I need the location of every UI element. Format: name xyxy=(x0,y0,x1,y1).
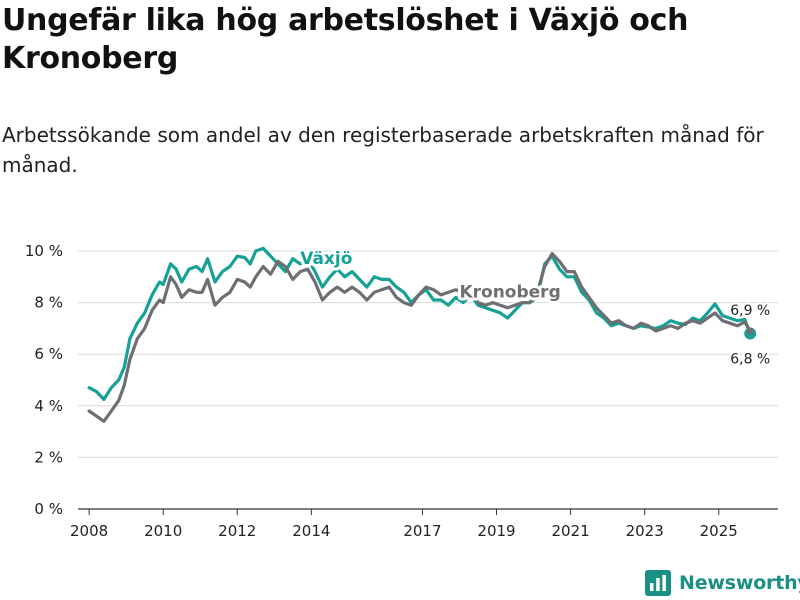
end-value-label-vaxjo: 6,8 % xyxy=(730,352,770,368)
x-tick-label: 2012 xyxy=(218,522,256,540)
y-tick-label: 10 % xyxy=(25,242,63,260)
series-label-vaxjo: Växjö xyxy=(300,249,352,269)
end-label-halo: 6,9 % xyxy=(730,303,770,319)
series-label-halo: Växjö xyxy=(300,249,352,269)
bar-chart-logo-icon xyxy=(645,570,671,596)
end-label-halo: 6,8 % xyxy=(730,352,770,368)
brand-logo[interactable]: Newsworthy xyxy=(645,568,800,598)
x-axis: 2008 2010 2012 2014 2017 2019 2021 2023 2025 xyxy=(70,509,738,540)
x-tick-label: 2025 xyxy=(700,522,738,540)
series-label-halo: Kronoberg xyxy=(459,282,560,302)
y-tick-label: 2 % xyxy=(34,448,63,466)
y-tick-label: 4 % xyxy=(34,397,63,415)
end-value-label-kronoberg: 6,9 % xyxy=(730,303,770,319)
series-label-kronoberg: Kronoberg xyxy=(459,282,560,302)
series-line-kronoberg xyxy=(87,252,752,423)
series-lines xyxy=(87,246,757,423)
brand-name: Newsworthy xyxy=(679,572,800,594)
x-tick-label: 2019 xyxy=(477,522,515,540)
chart-title: Ungefär lika hög arbetslöshet i Växjö oc… xyxy=(2,3,689,76)
series-line-vaxjo xyxy=(87,246,752,401)
x-tick-label: 2014 xyxy=(292,522,330,540)
chart-subtitle: Arbetssökande som andel av den registerb… xyxy=(2,123,764,177)
x-tick-label: 2010 xyxy=(144,522,182,540)
y-tick-label: 0 % xyxy=(34,500,63,518)
y-tick-label: 8 % xyxy=(34,294,63,312)
x-tick-label: 2021 xyxy=(551,522,589,540)
end-point-kronoberg xyxy=(746,327,754,335)
x-tick-label: 2017 xyxy=(403,522,441,540)
x-tick-label: 2008 xyxy=(70,522,108,540)
grid: 0 % 2 % 4 % 6 % 8 % 10 % xyxy=(25,242,778,518)
x-tick-label: 2023 xyxy=(626,522,664,540)
y-tick-label: 6 % xyxy=(34,345,63,363)
